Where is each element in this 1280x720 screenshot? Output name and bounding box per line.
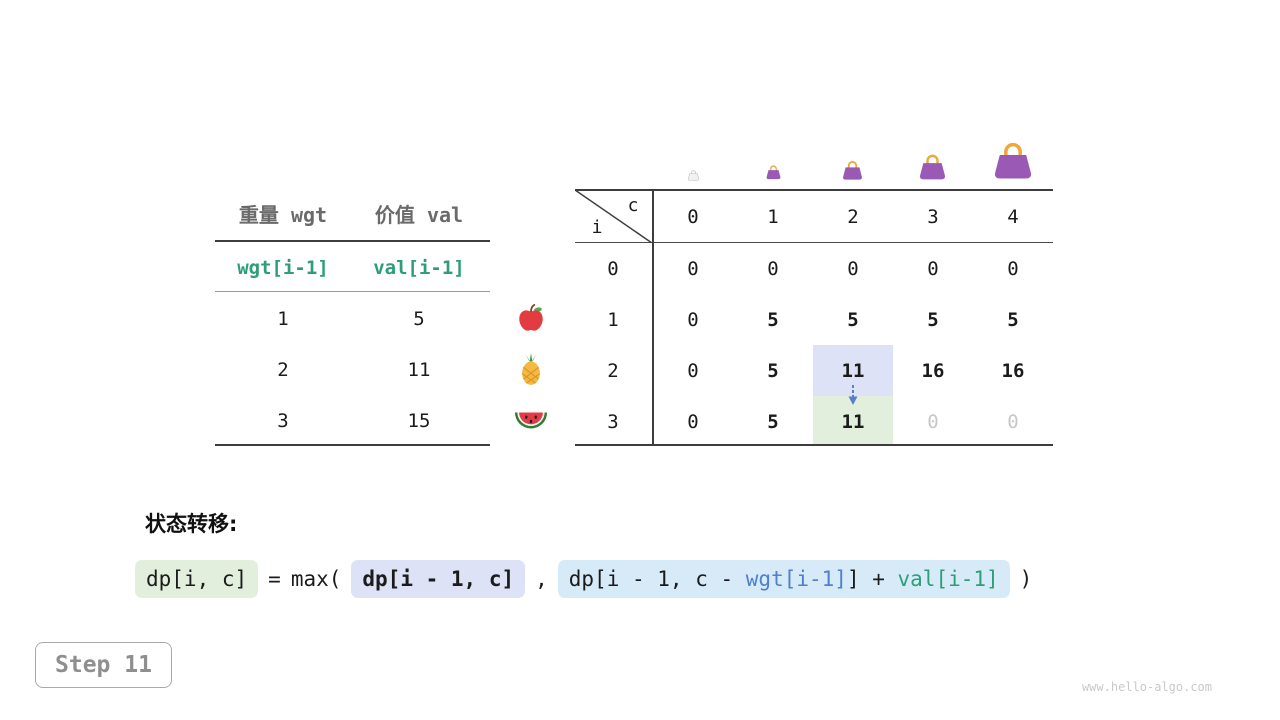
- dp-cell-uncomputed: 0: [927, 411, 939, 433]
- dp-cell: 16: [921, 360, 945, 382]
- dp-cell: 5: [847, 309, 859, 331]
- items-header-value: 价值 val: [374, 203, 464, 227]
- items-header-weight: 重量 wgt: [238, 203, 328, 227]
- dp-row-header: 3: [607, 411, 619, 433]
- dp-col-header: 1: [767, 206, 779, 228]
- dp-row-header: 0: [607, 258, 619, 280]
- pineapple-icon: [517, 352, 545, 386]
- dp-corner-diagonal: [575, 190, 652, 243]
- dp-cell: 0: [767, 258, 779, 280]
- formula-keep-option: dp[i - 1, c]: [351, 560, 526, 598]
- dp-cell: 0: [687, 309, 699, 331]
- dp-cell: 0: [1007, 258, 1019, 280]
- formula-take-wgt: wgt[i-1]: [745, 567, 847, 591]
- dp-cell-target: 11: [841, 411, 865, 433]
- items-subheader-val: val[i-1]: [373, 257, 465, 279]
- dp-cell: 0: [687, 258, 699, 280]
- dp-row-header: 2: [607, 360, 619, 382]
- items-subheader-divider: [215, 291, 490, 292]
- dp-row-header: 1: [607, 309, 619, 331]
- apple-icon: [516, 303, 546, 333]
- watermark: www.hello-algo.com: [1081, 680, 1212, 694]
- item-weight: 1: [277, 308, 289, 330]
- dp-bottom-border: [575, 444, 1053, 446]
- formula-close-paren: ): [1019, 567, 1033, 591]
- item-weight: 3: [277, 410, 289, 432]
- formula-take-val: val[i-1]: [897, 567, 999, 591]
- dp-col-header: 0: [687, 206, 699, 228]
- formula-lhs: dp[i, c]: [135, 560, 259, 598]
- dp-col-header: 3: [927, 206, 939, 228]
- items-header-divider: [215, 240, 490, 242]
- dp-cell-uncomputed: 0: [1007, 411, 1019, 433]
- item-weight: 2: [277, 359, 289, 381]
- dp-corner-col-label: c: [627, 195, 639, 216]
- transition-label: 状态转移:: [145, 512, 238, 536]
- formula-take-option: dp[i - 1, c - wgt[i-1]] + val[i-1]: [557, 560, 1010, 598]
- bag-xlarge-icon: [991, 139, 1035, 181]
- dp-cell: 0: [847, 258, 859, 280]
- step-badge: Step 11: [35, 642, 172, 688]
- dp-col-header: 2: [847, 206, 859, 228]
- dp-cell: 0: [687, 360, 699, 382]
- item-value: 11: [407, 359, 431, 381]
- item-value: 5: [413, 308, 425, 330]
- formula-take-mid: ] +: [846, 567, 898, 591]
- dp-cell: 0: [927, 258, 939, 280]
- items-subheader-wgt: wgt[i-1]: [237, 257, 329, 279]
- dp-cell: 5: [767, 309, 779, 331]
- formula-comma: ,: [535, 567, 548, 591]
- dp-corner-row-label: i: [591, 217, 603, 238]
- bag-small-icon: [765, 164, 782, 180]
- dp-cell: 0: [687, 411, 699, 433]
- dp-cell: 5: [1007, 309, 1019, 331]
- item-value: 15: [407, 410, 431, 432]
- transition-formula: dp[i, c] = max( dp[i - 1, c] , dp[i - 1,…: [135, 560, 1032, 598]
- formula-max-open: max(: [290, 567, 342, 591]
- watermelon-icon: [514, 409, 548, 431]
- dp-cell: 5: [767, 411, 779, 433]
- dp-top-border: [575, 189, 1053, 191]
- dp-cell-source: 11: [841, 360, 865, 382]
- bag-empty-icon: [687, 169, 700, 181]
- dp-header-divider: [575, 242, 1053, 243]
- dp-cell: 16: [1001, 360, 1025, 382]
- items-bottom-border: [215, 444, 490, 446]
- dp-rowheader-divider: [652, 189, 654, 446]
- dp-cell: 5: [927, 309, 939, 331]
- formula-take-prefix: dp[i - 1, c -: [568, 567, 746, 591]
- dp-col-header: 4: [1007, 206, 1019, 228]
- dp-cell: 5: [767, 360, 779, 382]
- bag-large-icon: [917, 152, 948, 181]
- bag-medium-icon: [841, 159, 864, 181]
- down-arrow-icon: [845, 384, 861, 406]
- formula-equals: =: [268, 567, 281, 591]
